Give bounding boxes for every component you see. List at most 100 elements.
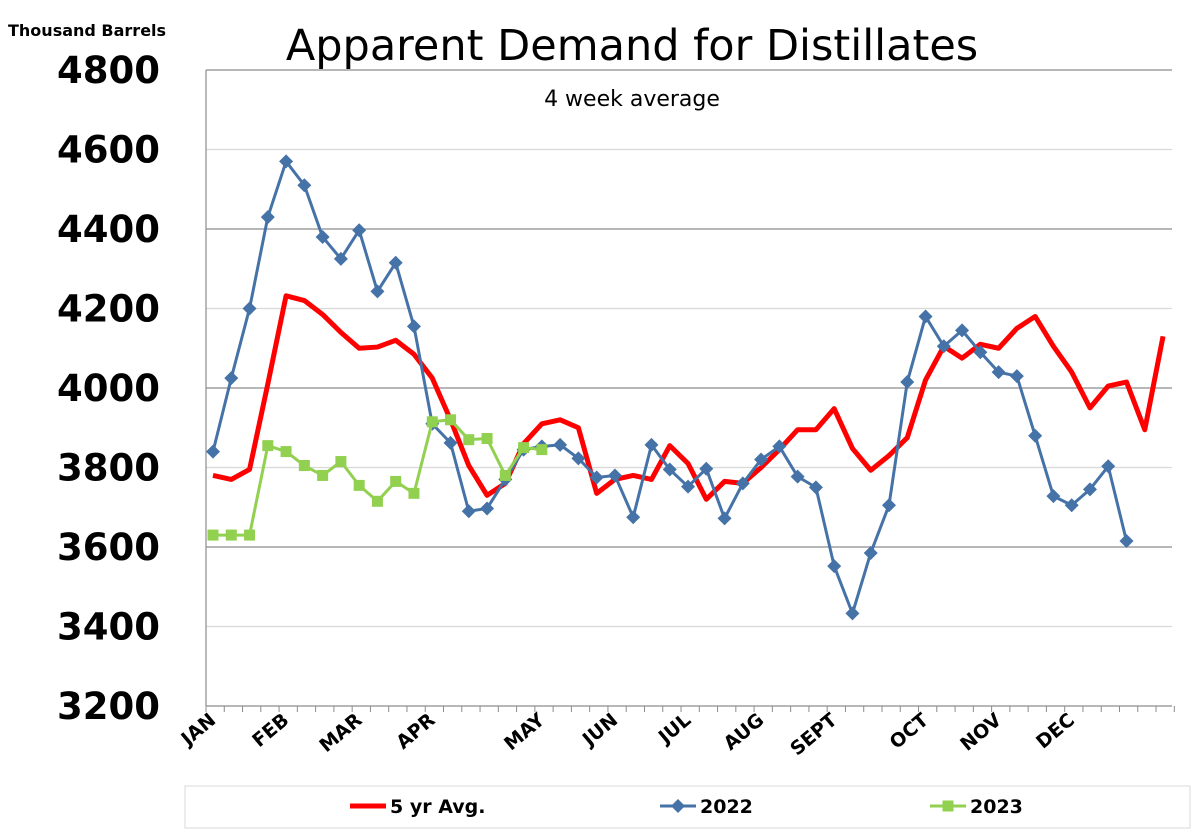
data-point	[955, 323, 970, 338]
data-point	[225, 529, 237, 541]
data-point	[571, 451, 586, 466]
data-point	[754, 452, 769, 467]
data-point	[388, 255, 403, 270]
legend-marker	[671, 799, 685, 813]
data-point	[845, 606, 860, 621]
data-point	[808, 480, 823, 495]
data-point	[315, 229, 330, 244]
y-tick-label: 4000	[57, 367, 160, 410]
data-point	[297, 178, 312, 193]
data-point	[1046, 489, 1061, 504]
data-point	[717, 511, 732, 526]
y-tick-label: 4200	[57, 288, 160, 331]
data-point	[408, 487, 420, 499]
data-point	[1082, 482, 1097, 497]
data-point	[298, 460, 310, 472]
data-point	[279, 154, 294, 169]
data-point	[406, 319, 421, 334]
data-point	[317, 469, 329, 481]
data-point	[352, 223, 367, 238]
x-tick-label: NOV	[956, 709, 1006, 756]
data-point	[790, 469, 805, 484]
y-tick-label: 4400	[57, 208, 160, 251]
x-tick-label: FEB	[248, 709, 293, 752]
chart-title: Apparent Demand for Distillates	[286, 21, 978, 71]
x-axis: JAN FEB MAR APR MAY JUN JUL AUG SEPT OCT NOV DEC	[176, 705, 1175, 760]
data-point	[224, 371, 239, 386]
data-point	[260, 210, 275, 225]
y-axis-unit-label: Thousand Barrels	[8, 21, 166, 40]
data-point	[863, 545, 878, 560]
y-tick-label: 3400	[57, 606, 160, 649]
data-point	[333, 251, 348, 266]
data-point	[936, 339, 951, 354]
legend: 5 yr Avg. 2022 2023	[184, 785, 1191, 829]
data-point	[991, 365, 1006, 380]
data-point	[900, 375, 915, 390]
data-point	[335, 456, 347, 468]
data-point	[443, 435, 458, 450]
series-5-yr-avg-	[212, 293, 1166, 502]
data-point	[445, 414, 457, 426]
data-point	[536, 444, 548, 456]
chart-subtitle: 4 week average	[544, 87, 720, 112]
data-point	[461, 504, 476, 519]
data-point	[607, 468, 622, 483]
data-point	[499, 469, 511, 481]
data-point	[973, 345, 988, 360]
data-point	[207, 529, 219, 541]
data-point	[480, 501, 495, 516]
legend-label: 5 yr Avg.	[390, 796, 485, 818]
y-tick-label: 4600	[57, 129, 160, 172]
legend-label: 2023	[970, 796, 1023, 818]
data-point	[589, 470, 604, 485]
data-point	[371, 495, 383, 507]
data-point	[1101, 459, 1116, 474]
data-point	[699, 461, 714, 476]
data-point	[390, 475, 402, 487]
data-point	[242, 301, 257, 316]
x-tick-label: MAY	[500, 709, 549, 755]
series-line	[212, 293, 1166, 502]
y-axis: 3200 3400 3600 3800 4000 4200 4400 4600 4800	[57, 49, 207, 728]
y-tick-label: 4800	[57, 49, 160, 92]
x-tick-label: DEC	[1032, 709, 1079, 753]
y-tick-label: 3800	[57, 447, 160, 490]
gridlines	[206, 69, 1172, 628]
legend-label: 2022	[700, 796, 753, 818]
data-point	[463, 434, 475, 446]
data-point	[881, 498, 896, 513]
x-tick-label: MAR	[315, 709, 366, 757]
x-tick-label: JUL	[653, 709, 695, 749]
data-point	[481, 432, 493, 444]
data-point	[280, 446, 292, 458]
data-point	[518, 442, 530, 454]
data-point	[644, 437, 659, 452]
series-2022	[206, 154, 1134, 621]
data-point	[662, 462, 677, 477]
y-tick-label: 3200	[57, 685, 160, 728]
x-tick-label: AUG	[720, 709, 769, 755]
data-point	[1009, 369, 1024, 384]
data-point	[244, 529, 256, 541]
series-2023	[207, 414, 548, 541]
data-point	[827, 559, 842, 574]
x-tick-label: OCT	[886, 709, 933, 754]
x-tick-label: SEPT	[786, 709, 841, 760]
x-tick-label: APR	[392, 709, 440, 754]
data-point	[206, 444, 220, 459]
data-point	[353, 479, 365, 491]
data-point	[1064, 498, 1079, 513]
data-point	[553, 437, 568, 452]
data-point	[426, 416, 438, 428]
x-tick-label: JAN	[176, 709, 221, 751]
data-point	[626, 510, 641, 525]
data-point	[735, 476, 750, 491]
data-point	[1119, 534, 1134, 549]
data-point	[918, 309, 933, 324]
x-tick-label: JUN	[577, 709, 622, 752]
y-tick-label: 3600	[57, 526, 160, 569]
data-point	[772, 439, 787, 454]
data-point	[681, 479, 696, 494]
